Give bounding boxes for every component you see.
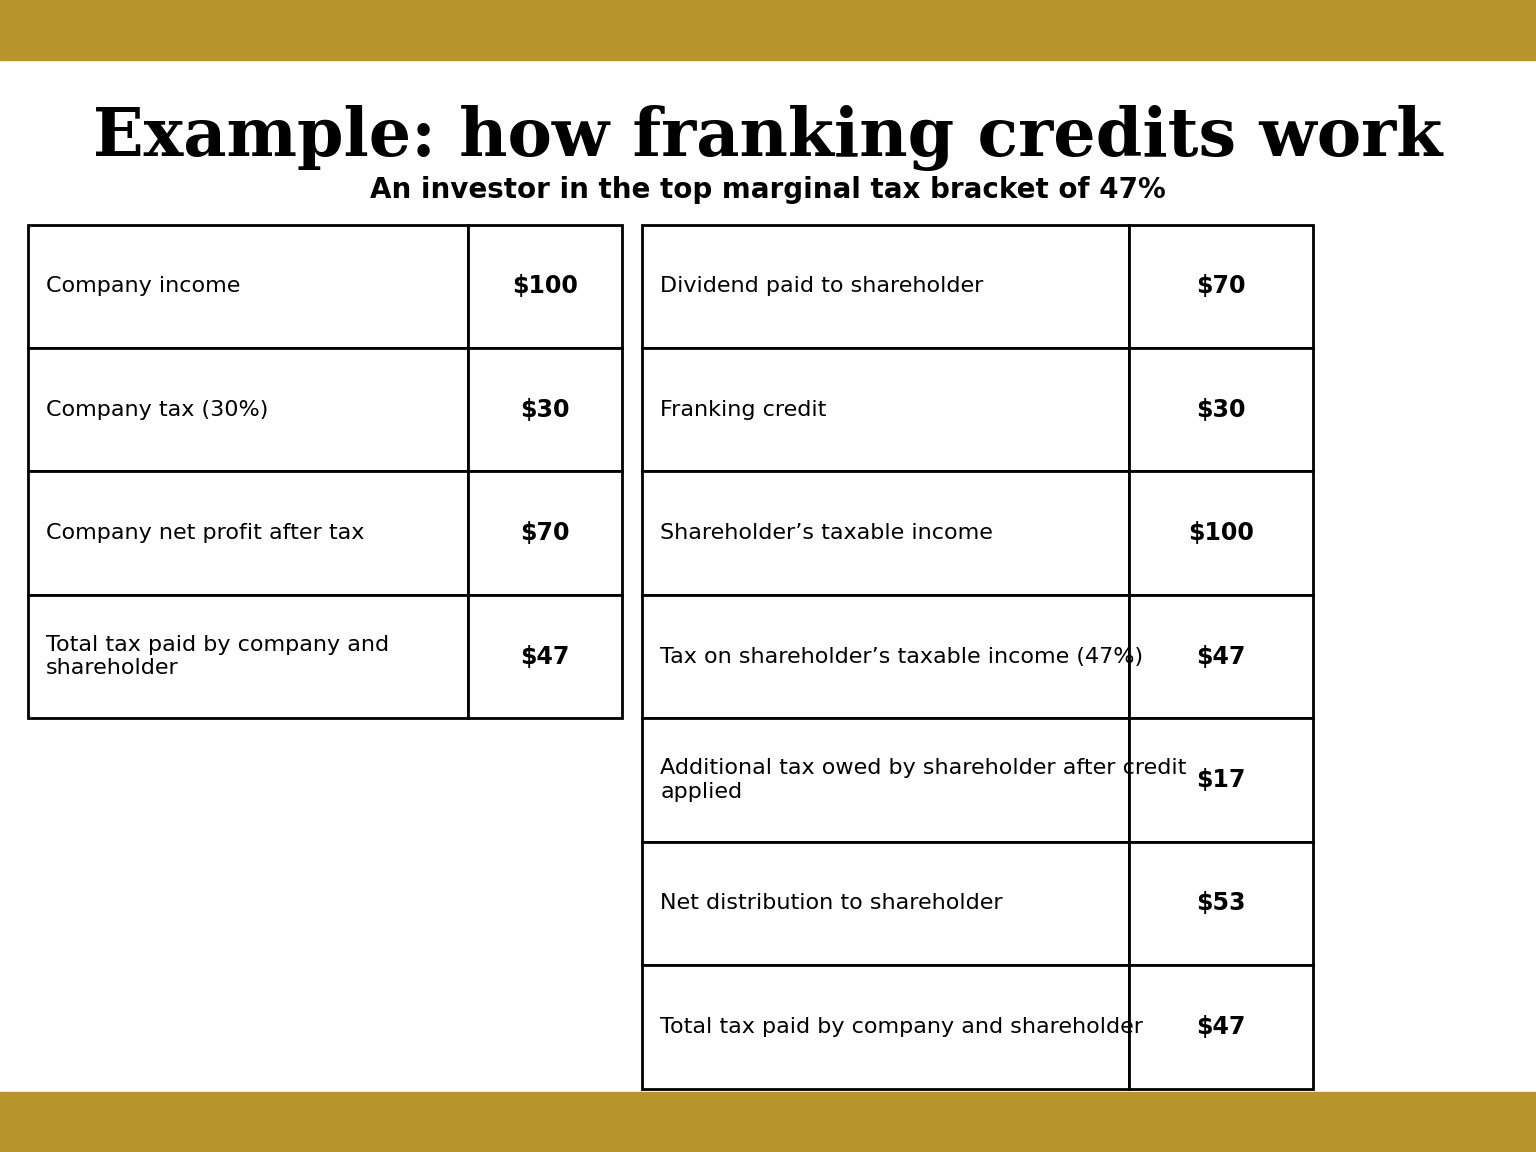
Bar [1129, 965, 1313, 1089]
Bar [642, 471, 1129, 594]
Bar [468, 594, 622, 719]
Bar [0, 0, 1536, 60]
Text: $30: $30 [521, 397, 570, 422]
Text: Company tax (30%): Company tax (30%) [46, 400, 269, 419]
Bar [0, 1092, 1536, 1152]
Text: $70: $70 [1197, 274, 1246, 298]
Text: Additional tax owed by shareholder after credit
applied: Additional tax owed by shareholder after… [660, 758, 1187, 802]
Text: $30: $30 [1197, 397, 1246, 422]
Text: $53: $53 [1197, 892, 1246, 916]
Text: Total tax paid by company and
shareholder: Total tax paid by company and shareholde… [46, 635, 389, 679]
Text: Net distribution to shareholder: Net distribution to shareholder [660, 894, 1003, 914]
Bar [1129, 225, 1313, 348]
Text: $47: $47 [1197, 1015, 1246, 1039]
Bar [1129, 842, 1313, 965]
Text: $17: $17 [1197, 768, 1246, 793]
Bar [468, 225, 622, 348]
Bar [28, 348, 468, 471]
Text: Franking credit: Franking credit [660, 400, 826, 419]
Bar [642, 842, 1129, 965]
Bar [642, 594, 1129, 719]
Text: Shareholder’s taxable income: Shareholder’s taxable income [660, 523, 994, 544]
Text: $70: $70 [521, 521, 570, 545]
Bar [28, 471, 468, 594]
Text: $47: $47 [521, 645, 570, 668]
Bar [468, 348, 622, 471]
Bar [28, 225, 468, 348]
Text: Tax on shareholder’s taxable income (47%): Tax on shareholder’s taxable income (47%… [660, 646, 1144, 667]
Text: Company net profit after tax: Company net profit after tax [46, 523, 364, 544]
Bar [642, 225, 1129, 348]
Text: $100: $100 [1189, 521, 1253, 545]
Bar [28, 594, 468, 719]
Bar [1129, 348, 1313, 471]
Bar [642, 348, 1129, 471]
Text: Company income: Company income [46, 276, 241, 296]
Text: An investor in the top marginal tax bracket of 47%: An investor in the top marginal tax brac… [370, 176, 1166, 204]
Bar [1129, 594, 1313, 719]
Text: Example: how franking credits work: Example: how franking credits work [94, 105, 1442, 172]
Bar [642, 965, 1129, 1089]
Bar [468, 471, 622, 594]
Text: Total tax paid by company and shareholder: Total tax paid by company and shareholde… [660, 1017, 1143, 1037]
Text: $47: $47 [1197, 645, 1246, 668]
Bar [642, 719, 1129, 842]
Bar [1129, 471, 1313, 594]
Text: $100: $100 [513, 274, 578, 298]
Text: Dividend paid to shareholder: Dividend paid to shareholder [660, 276, 985, 296]
Bar [1129, 719, 1313, 842]
